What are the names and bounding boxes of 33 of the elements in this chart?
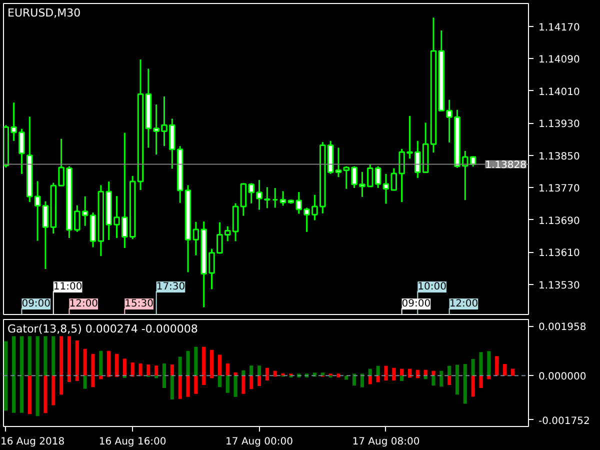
y-tick-label: 1.13930 [538, 119, 580, 130]
y-tick-label: -0.001752 [538, 416, 590, 427]
ref-line-label: 12:00 [69, 298, 98, 310]
y-tick-label: 1.13850 [538, 151, 580, 162]
candlestick [382, 173, 390, 204]
x-tick-label: 16 Aug 2018 [0, 436, 65, 448]
y-tick-label: 1.14090 [538, 54, 580, 66]
candlestick [256, 179, 262, 211]
y-tick-label: 1.14010 [538, 86, 580, 98]
y-tick-label: 0.000000 [538, 372, 586, 383]
y-tick-label: 1.14170 [538, 22, 580, 34]
x-tick-label: 17 Aug 00:00 [226, 436, 293, 448]
candlestick [264, 186, 270, 209]
ref-line-label: 17:30 [156, 282, 186, 292]
y-tick-label: 1.13530 [538, 280, 580, 292]
y-tick-label: 1.13690 [538, 216, 580, 227]
candlestick [280, 190, 286, 206]
y-tick-label: 0.001958 [538, 322, 586, 334]
ref-line-label: 09:00 [22, 298, 51, 310]
chart-title: EURUSD,M30 [8, 6, 81, 20]
candlestick [272, 187, 278, 208]
ref-line-label: 11:00 [53, 282, 82, 292]
candlestick [42, 200, 49, 270]
chart-title: Gator(13,8,5) 0.000274 -0.000008 [8, 322, 198, 336]
ref-line-label: 09:00 [402, 298, 431, 310]
ref-line-label: 12:00 [449, 298, 478, 310]
y-tick-label: 1.13770 [538, 184, 580, 195]
x-tick-label: 17 Aug 08:00 [352, 436, 420, 448]
ref-line-label: 10:00 [418, 282, 446, 292]
ref-line-label: 1.13828 [485, 160, 527, 172]
ref-line-label: 15:30 [124, 298, 154, 310]
y-tick-label: 1.13610 [538, 248, 580, 260]
x-tick-label: 16 Aug 16:00 [98, 436, 166, 448]
